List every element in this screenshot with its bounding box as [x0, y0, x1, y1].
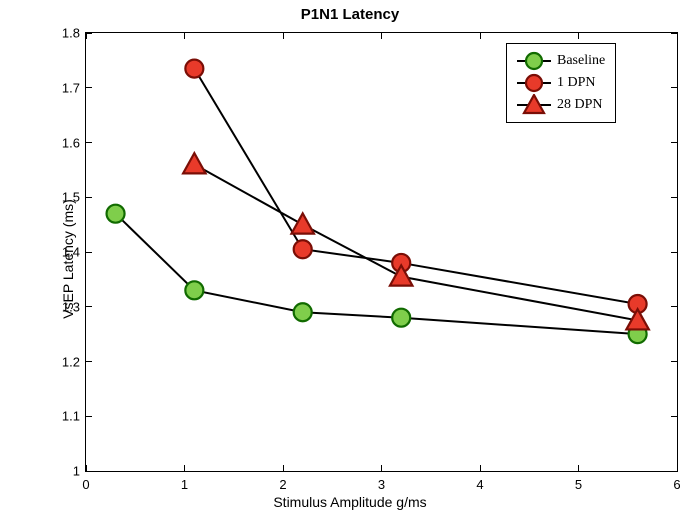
x-tick-label: 6 — [673, 471, 680, 492]
x-tick-mark — [578, 465, 579, 471]
chart-title: P1N1 Latency — [0, 6, 700, 23]
y-tick-mark — [86, 306, 92, 307]
x-tick-mark — [283, 465, 284, 471]
data-marker — [294, 240, 312, 258]
series-line — [194, 164, 637, 320]
y-tick-mark — [86, 142, 92, 143]
y-tick-mark — [671, 252, 677, 253]
data-marker — [107, 205, 125, 223]
y-tick-mark — [86, 197, 92, 198]
x-tick-mark — [677, 33, 678, 39]
x-tick-label: 5 — [575, 471, 582, 492]
y-tick-mark — [671, 416, 677, 417]
x-tick-label: 4 — [476, 471, 483, 492]
plot-area: Baseline1 DPN28 DPN 11.11.21.31.41.51.61… — [85, 32, 678, 472]
legend-box: Baseline 1 DPN 28 DPN — [506, 43, 616, 123]
x-tick-label: 0 — [82, 471, 89, 492]
y-tick-label: 1.7 — [62, 80, 86, 95]
data-marker — [392, 309, 410, 327]
y-tick-mark — [671, 87, 677, 88]
legend-item: 1 DPN — [517, 72, 605, 94]
data-marker — [294, 303, 312, 321]
x-axis-label: Stimulus Amplitude g/ms — [0, 494, 700, 510]
x-tick-label: 1 — [181, 471, 188, 492]
y-tick-label: 1.6 — [62, 135, 86, 150]
data-marker — [183, 153, 206, 173]
y-tick-mark — [86, 416, 92, 417]
y-tick-mark — [86, 252, 92, 253]
legend-label: 1 DPN — [557, 75, 596, 91]
y-tick-mark — [86, 361, 92, 362]
legend-swatch — [517, 50, 551, 72]
y-tick-label: 1.3 — [62, 299, 86, 314]
legend-item: Baseline — [517, 50, 605, 72]
y-tick-mark — [86, 33, 92, 34]
data-marker — [291, 213, 314, 233]
y-tick-mark — [671, 361, 677, 362]
x-tick-mark — [86, 33, 87, 39]
x-tick-label: 2 — [279, 471, 286, 492]
x-tick-mark — [677, 465, 678, 471]
legend-swatch — [517, 72, 551, 94]
x-tick-mark — [381, 465, 382, 471]
legend-label: Baseline — [557, 53, 605, 69]
y-tick-label: 1.1 — [62, 409, 86, 424]
y-tick-mark — [671, 306, 677, 307]
x-tick-mark — [86, 465, 87, 471]
data-marker — [185, 281, 203, 299]
x-tick-mark — [381, 33, 382, 39]
legend-item: 28 DPN — [517, 94, 605, 116]
x-tick-mark — [480, 33, 481, 39]
data-marker — [185, 60, 203, 78]
x-tick-mark — [184, 33, 185, 39]
x-tick-mark — [578, 33, 579, 39]
series-line — [116, 214, 638, 334]
y-tick-label: 1.5 — [62, 190, 86, 205]
x-tick-label: 3 — [378, 471, 385, 492]
x-tick-mark — [283, 33, 284, 39]
chart-container: P1N1 Latency VsEP Latency (ms) Stimulus … — [0, 0, 700, 518]
legend-swatch — [517, 94, 551, 116]
y-tick-mark — [86, 87, 92, 88]
y-tick-label: 1.8 — [62, 26, 86, 41]
y-tick-mark — [671, 142, 677, 143]
x-tick-mark — [184, 465, 185, 471]
legend-label: 28 DPN — [557, 97, 603, 113]
y-tick-mark — [671, 197, 677, 198]
y-tick-label: 1.4 — [62, 245, 86, 260]
x-tick-mark — [480, 465, 481, 471]
y-tick-label: 1.2 — [62, 354, 86, 369]
